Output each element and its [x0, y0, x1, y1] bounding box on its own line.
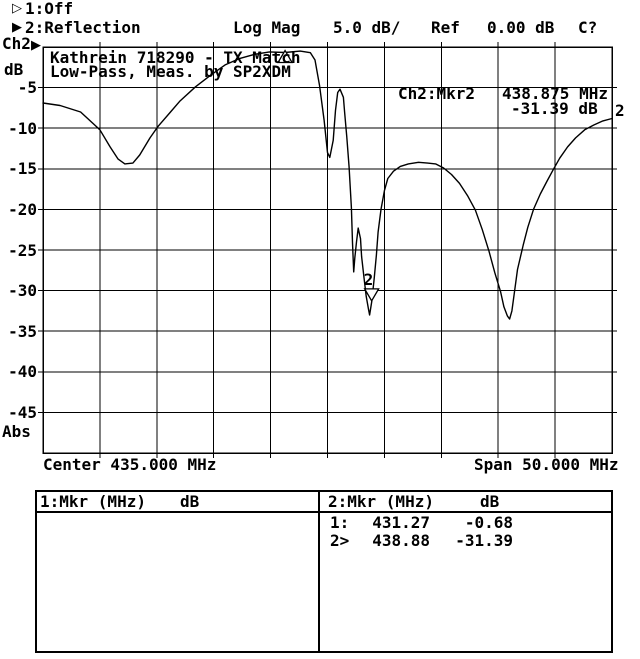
y-axis-label: -40 [8, 362, 37, 381]
marker-readout-level: -31.39 dB [511, 99, 598, 118]
marker-table-right-header: 2:Mkr (MHz) [328, 492, 434, 511]
marker-row-level: -0.68 [464, 513, 513, 532]
menu-item-trace1[interactable]: 1:Off [25, 0, 74, 18]
marker-table-right-unit: dB [480, 492, 500, 511]
cal-status: C? [578, 18, 598, 37]
marker-2-symbol-icon[interactable] [363, 288, 380, 303]
y-axis-label: -25 [8, 241, 37, 260]
marker-row-id: 2> [330, 531, 350, 550]
menu-item-trace2[interactable]: 2:Reflection [25, 18, 141, 37]
marker-row-frequency: 431.27 [372, 513, 430, 532]
y-axis-label: -15 [8, 159, 37, 178]
marker-table-header-rule [37, 511, 611, 513]
plot-border [42, 46, 613, 454]
plot-title-line2: Low-Pass, Meas. by SP2XDM [50, 62, 291, 81]
y-axis-label: -45 [8, 403, 37, 422]
y-axis-unit: dB [4, 60, 24, 79]
marker-table-divider [318, 492, 320, 651]
ref-value: 0.00 dB [487, 18, 555, 37]
y-axis-label: -30 [8, 281, 37, 300]
marker-row-id: 1: [330, 513, 350, 532]
marker-readout-frequency: 438.875 MHz [502, 84, 608, 103]
marker-table: 1:Mkr (MHz) dB 2:Mkr (MHz) dB 1: 431.27 … [35, 490, 613, 653]
y-axis-label: -5 [17, 78, 37, 97]
format-label: Log Mag [233, 18, 301, 37]
plot-title-line1: Kathrein 718290 - TX Match [50, 48, 301, 67]
ref-level-pointer-icon: ▶ [31, 38, 41, 53]
grid-lines [38, 42, 617, 458]
span-frequency-label: Span 50.000 MHz [474, 455, 619, 474]
trace2-active-triangle-icon: ▶ [12, 20, 22, 35]
marker-row-level: -31.39 [455, 531, 513, 550]
marker-readout-label: Ch2:Mkr2 [398, 84, 476, 103]
trace-number-label: 2 [615, 101, 625, 120]
y-axis-label: -20 [8, 200, 37, 219]
center-frequency-label: Center 435.000 MHz [43, 455, 217, 474]
marker-table-left-header: 1:Mkr (MHz) [40, 492, 146, 511]
marker-row-frequency: 438.88 [372, 531, 430, 550]
ref-label: Ref [431, 18, 460, 37]
marker-1-symbol-icon[interactable] [276, 49, 294, 64]
y-axis-label: -35 [8, 322, 37, 341]
marker-2-digit: 2 [364, 270, 374, 289]
trace1-inactive-triangle-icon: ▷ [12, 1, 22, 16]
reflection-trace [42, 50, 613, 320]
scale-per-div: 5.0 dB/ [333, 18, 401, 37]
marker-table-left-unit: dB [180, 492, 200, 511]
y-axis-bottom-label: Abs [2, 422, 31, 441]
y-axis-label: -10 [8, 119, 37, 138]
channel-label: Ch2 [2, 34, 31, 53]
